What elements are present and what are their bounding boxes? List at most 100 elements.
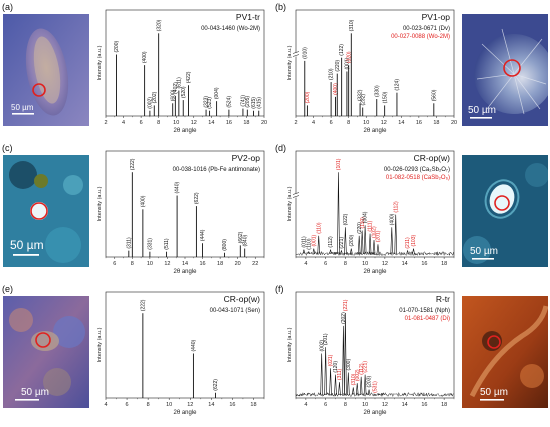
x-tick-label: 2 xyxy=(104,120,107,126)
peak-label: (110) xyxy=(360,217,366,229)
x-axis-title: 2θ angle xyxy=(363,410,387,416)
x-axis-title: 2θ angle xyxy=(173,269,197,275)
peak-label: (440) xyxy=(175,182,181,194)
peak-label: (002) xyxy=(319,339,325,351)
chart-title: PV1-tr xyxy=(236,12,260,22)
peak-mark xyxy=(355,383,359,395)
x-tick-label: 10 xyxy=(362,402,368,408)
peak-label: (201) xyxy=(323,333,329,345)
x-tick-label: 14 xyxy=(208,120,214,126)
peak-label: (662) xyxy=(238,231,244,243)
peak-label: (560) xyxy=(431,89,437,101)
peak-label: (124) xyxy=(395,79,401,91)
scale-label: 50 µm xyxy=(10,238,44,252)
legend-entry: 01-070-1581 (Nph) xyxy=(399,308,450,314)
peak-label: (002) xyxy=(355,369,361,381)
peak-label: (202) xyxy=(341,312,347,324)
peak-mark xyxy=(350,248,353,254)
peak-label: (524) xyxy=(226,96,232,108)
peak-label: (220) xyxy=(357,222,363,234)
x-tick-label: 18 xyxy=(243,120,249,126)
peak-label: (222) xyxy=(130,158,136,170)
peak-mark xyxy=(340,249,343,254)
legend-entry: 00-027-0088 (Wo-2M) xyxy=(391,34,450,40)
peak-label: (205) xyxy=(245,96,251,108)
peak-label: (444) xyxy=(200,229,206,241)
marker-circle-icon xyxy=(35,332,51,348)
peak-mark xyxy=(394,214,398,254)
x-tick-label: 14 xyxy=(402,402,408,408)
peak-label: (220) xyxy=(335,60,341,72)
xrd-chart-a: 2 4 6 8 10 12 14 16 18 20 2θ angle Intensity (a.u.)… xyxy=(92,4,270,134)
peak-label: (415) xyxy=(256,97,262,109)
peak-label: (103) xyxy=(411,235,417,247)
x-axis-title: 2θ angle xyxy=(173,410,197,416)
peak-mark xyxy=(368,233,372,254)
peak-mark xyxy=(376,244,380,254)
peak-mark xyxy=(324,347,327,395)
micrograph-b: 50 µm xyxy=(462,14,548,126)
x-tick-label: 8 xyxy=(157,120,160,126)
peak-mark xyxy=(307,250,311,254)
peak-label: (002) xyxy=(147,97,153,109)
baseline-trace xyxy=(295,391,454,398)
panel-letter-c: (c) xyxy=(2,143,13,153)
x-tick-label: 16 xyxy=(421,261,427,267)
baseline-trace xyxy=(295,250,454,257)
peak-label: (520) xyxy=(181,86,187,98)
chart-title: CR-op(w) xyxy=(224,294,261,304)
micrograph-d: 50 µm xyxy=(462,155,548,267)
marker-circle-icon xyxy=(503,59,521,77)
peak-label: (800) xyxy=(222,239,228,251)
peak-label: (110) xyxy=(306,238,312,250)
xrd-chart-b: 2 4 6 8 10 12 14 16 18 20 2θ angle Intensity (a.u.)… xyxy=(282,4,460,134)
peak-label: (310) xyxy=(351,373,357,385)
peak-label: (323) xyxy=(204,96,210,108)
x-tick-label: 4 xyxy=(104,402,107,408)
peak-label: (615) xyxy=(251,97,257,109)
peak-mark xyxy=(372,240,376,254)
peak-label: (101) xyxy=(336,158,342,170)
peak-mark xyxy=(329,249,332,254)
peak-mark xyxy=(337,172,340,254)
x-tick-label: 20 xyxy=(261,120,267,126)
peak-label: (320) xyxy=(156,19,162,31)
chart-title: PV2-op xyxy=(232,153,261,163)
x-tick-label: 10 xyxy=(147,261,153,267)
peak-label: (112) xyxy=(359,363,365,375)
xrd-chart-c: 6 8 10 12 14 16 18 20 22 2θ angle Intensity (a.u.)… xyxy=(92,145,270,275)
y-axis-title: Intensity (a.u.) xyxy=(97,327,103,362)
peak-mark xyxy=(334,374,337,395)
x-tick-label: 6 xyxy=(330,120,333,126)
marker-circle-icon xyxy=(494,195,510,211)
scale-label: 50 µm xyxy=(480,387,508,398)
peak-label: (004) xyxy=(214,87,220,99)
axis-break-icon xyxy=(292,51,300,57)
x-axis-title: 2θ angle xyxy=(363,128,387,134)
marker-circle-icon xyxy=(32,83,46,97)
peak-mark xyxy=(412,248,415,254)
x-tick-label: 16 xyxy=(199,261,205,267)
x-tick-label: 6 xyxy=(113,261,116,267)
peak-mark xyxy=(344,313,347,395)
peak-label: (011) xyxy=(302,236,308,248)
peak-label: (200) xyxy=(349,235,355,247)
marker-circle-icon xyxy=(487,335,501,349)
peak-label: (531) xyxy=(373,381,379,393)
peak-mark xyxy=(302,249,306,254)
x-tick-label: 18 xyxy=(441,402,447,408)
peak-label: (840) xyxy=(242,235,248,247)
legend-entry: 00-026-0293 (Ca₂Sb₂O₇) xyxy=(384,167,450,173)
x-axis-title: 2θ angle xyxy=(363,269,387,275)
peak-label: (210) xyxy=(329,68,335,80)
x-tick-label: 10 xyxy=(363,120,369,126)
peak-label: (112) xyxy=(393,201,399,213)
peak-label: (511) xyxy=(164,238,170,250)
y-axis-title: Intensity (a.u.) xyxy=(97,186,103,221)
peak-label: (110) xyxy=(316,222,322,234)
peak-label: (600) xyxy=(170,89,176,101)
peak-label: (001) xyxy=(311,235,317,247)
x-tick-label: 12 xyxy=(382,261,388,267)
x-axis-title: 2θ angle xyxy=(173,128,197,134)
peak-mark xyxy=(406,249,409,254)
